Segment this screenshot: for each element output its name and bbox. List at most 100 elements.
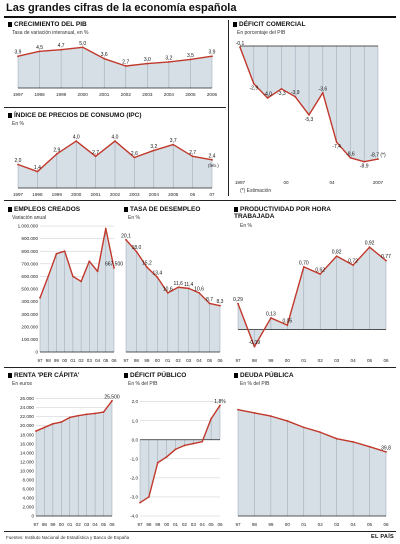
x-tick-label: 03 bbox=[84, 522, 90, 527]
data-label: -8,9 bbox=[360, 164, 369, 170]
data-point bbox=[201, 440, 204, 443]
data-label: 0,77 bbox=[381, 254, 391, 260]
data-point bbox=[17, 55, 19, 58]
x-tick-label: 01 bbox=[165, 358, 171, 363]
data-point bbox=[146, 62, 149, 65]
data-label: -8,6 bbox=[346, 151, 355, 157]
data-label: 0,70 bbox=[299, 260, 309, 266]
x-tick-label: 05 bbox=[367, 358, 373, 363]
data-point bbox=[51, 422, 54, 425]
data-point bbox=[237, 408, 239, 411]
data-label: 0,05 bbox=[282, 319, 292, 325]
x-tick-label: 98 bbox=[46, 358, 52, 363]
x-tick-label: 03 bbox=[186, 358, 192, 363]
data-label: 667.500 bbox=[105, 261, 123, 267]
data-point bbox=[302, 265, 305, 268]
data-point bbox=[145, 266, 148, 269]
x-tick-label: 00 bbox=[59, 522, 65, 527]
x-tick-label: 2002 bbox=[110, 192, 121, 197]
data-label: -5,3 bbox=[305, 117, 314, 123]
data-label: 1,8% bbox=[214, 399, 226, 405]
data-label: 4,5 bbox=[36, 45, 43, 51]
data-label: 2,6 bbox=[131, 151, 138, 157]
y-tick-label: 18.000 bbox=[20, 432, 34, 437]
data-point bbox=[191, 155, 194, 158]
data-point bbox=[211, 55, 213, 58]
data-point bbox=[253, 411, 256, 414]
data-point bbox=[252, 82, 255, 85]
x-tick-label: 1997 bbox=[13, 192, 24, 197]
data-point bbox=[286, 324, 289, 327]
y-tick-label: -3,0 bbox=[130, 495, 138, 500]
x-tick-label: 97 bbox=[235, 358, 241, 363]
series-area bbox=[126, 239, 220, 352]
data-point bbox=[55, 252, 58, 255]
deuda-chart: 39,8 97 98 99 00 01 02 03 04 05 06 bbox=[235, 408, 391, 527]
end-note: (feb.) bbox=[208, 163, 219, 168]
data-point bbox=[208, 302, 211, 305]
series-area bbox=[36, 400, 112, 516]
data-point bbox=[174, 448, 177, 451]
data-label: 20,1 bbox=[121, 233, 131, 239]
data-point bbox=[103, 57, 106, 60]
x-tick-label: 00 bbox=[155, 358, 161, 363]
x-tick-label: 2005 bbox=[185, 92, 196, 97]
data-label: 5,0 bbox=[79, 41, 86, 47]
x-tick-label: 2000 bbox=[71, 192, 82, 197]
data-label: 2,0 bbox=[15, 158, 22, 164]
data-point bbox=[55, 153, 58, 155]
productividad-subtitle: En % bbox=[240, 223, 252, 229]
y-tick-label: -1,0 bbox=[130, 456, 138, 461]
empleos-title: EMPLEOS CREADOS bbox=[8, 206, 80, 213]
data-label: 2,4 bbox=[209, 153, 216, 159]
data-point bbox=[352, 264, 355, 266]
x-tick-label: 06 bbox=[109, 522, 115, 527]
data-point bbox=[139, 501, 141, 504]
y-tick-label: 300.000 bbox=[21, 312, 38, 317]
data-point bbox=[172, 143, 175, 146]
data-label: -3,6 bbox=[318, 86, 327, 92]
data-point bbox=[363, 160, 366, 163]
series-line bbox=[139, 405, 221, 504]
data-point bbox=[36, 170, 39, 173]
x-tick-label: 1998 bbox=[32, 192, 43, 197]
data-label: 2,9 bbox=[53, 147, 60, 153]
data-label: 0,92 bbox=[365, 241, 375, 247]
data-point bbox=[294, 95, 297, 98]
data-label: 3,6 bbox=[101, 52, 108, 58]
x-tick-label: 98 bbox=[42, 522, 48, 527]
renta-title: RENTA 'PER CÁPITA' bbox=[8, 372, 79, 379]
y-tick-label: 600.000 bbox=[21, 274, 38, 279]
x-tick-label: 99 bbox=[54, 358, 60, 363]
y-tick-label: 4.000 bbox=[23, 496, 35, 501]
x-tick-label: 1999 bbox=[56, 92, 67, 97]
x-tick-label: 06 bbox=[111, 358, 117, 363]
x-tick-label: 2004 bbox=[164, 92, 175, 97]
data-label: 25.500 bbox=[104, 394, 120, 400]
x-tick-label: 00 bbox=[164, 522, 170, 527]
data-point bbox=[211, 158, 213, 161]
x-tick-label: 06 bbox=[217, 358, 223, 363]
row-divider-1 bbox=[4, 107, 226, 108]
data-point bbox=[210, 417, 213, 420]
data-point bbox=[377, 158, 379, 160]
data-label: 0,82 bbox=[332, 250, 342, 256]
data-point bbox=[135, 250, 138, 253]
data-point bbox=[198, 291, 201, 294]
data-point bbox=[75, 140, 78, 142]
data-label: 3,2 bbox=[165, 55, 172, 61]
data-point bbox=[239, 46, 241, 49]
x-tick-label: 04 bbox=[197, 358, 203, 363]
x-tick-label: 05 bbox=[103, 358, 109, 363]
x-tick-label: 2006 bbox=[207, 92, 218, 97]
pib-subtitle: Tasa de variación interanual, en % bbox=[12, 30, 89, 36]
x-tick-label: 01 bbox=[301, 358, 307, 363]
data-point bbox=[219, 404, 221, 407]
data-label: 3,2 bbox=[150, 144, 157, 150]
renta-chart: 26.000 24.000 22.000 20.000 18.000 16.000 14.0… bbox=[20, 394, 120, 527]
x-tick-label: 99 bbox=[268, 522, 274, 527]
x-tick-label: 99 bbox=[50, 522, 56, 527]
series-area bbox=[140, 405, 220, 503]
data-point bbox=[111, 399, 113, 402]
data-label: 10,6 bbox=[163, 286, 173, 292]
